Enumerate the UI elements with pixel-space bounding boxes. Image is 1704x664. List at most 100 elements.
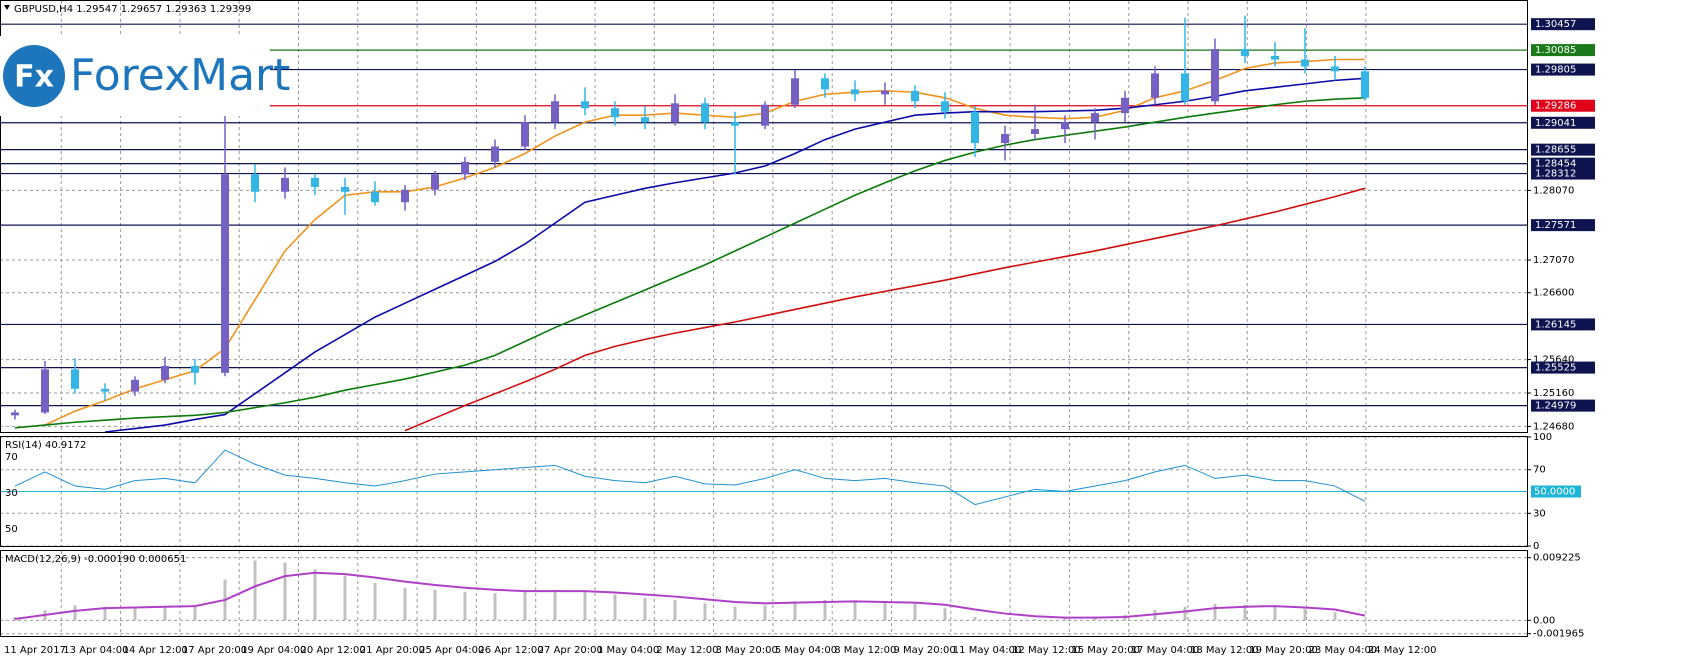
panel-frames [0, 0, 1528, 637]
level-label-box [1531, 485, 1581, 498]
time-label: 21 Apr 20:00 [360, 645, 425, 656]
left-label: 50 [5, 524, 18, 535]
candle-body [221, 174, 229, 373]
time-label: 19 May 20:00 [1249, 645, 1318, 656]
macd-bar [943, 608, 947, 621]
macd-bar [763, 605, 767, 621]
candle-body [671, 103, 679, 123]
candle-body [1271, 56, 1279, 60]
y-tick-label: 1.26600 [1533, 288, 1574, 299]
level-label: 1.29805 [1535, 65, 1576, 76]
logo-circle [3, 45, 65, 107]
time-label: 23 May 04:00 [1309, 645, 1378, 656]
candle-body [131, 379, 139, 392]
candle-body [761, 104, 769, 126]
y-tick-label: 1.25160 [1533, 388, 1574, 399]
candle-body [851, 89, 859, 95]
symbol-header: GBPUSD,H4 1.29547 1.29657 1.29363 1.2939… [14, 4, 251, 15]
candle-body [461, 161, 469, 175]
time-label: 13 Apr 04:00 [63, 645, 128, 656]
level-label: 1.29041 [1535, 118, 1576, 129]
candle-body [941, 101, 949, 112]
level-label: 1.28454 [1535, 159, 1576, 170]
macd-bar [523, 591, 527, 621]
main-frame [0, 0, 1528, 433]
time-label: 19 Apr 04:00 [241, 645, 306, 656]
candle-body [881, 90, 889, 95]
time-label: 9 May 20:00 [894, 645, 956, 656]
y-tick-label: 70 [1533, 465, 1546, 476]
level-label-box [1531, 44, 1595, 57]
candle-body [491, 146, 499, 162]
macd-bar [613, 594, 617, 621]
candle-body [341, 186, 349, 192]
candle-body [281, 177, 289, 192]
candle-body [731, 122, 739, 126]
candle-body [431, 174, 439, 190]
level-label: 1.26145 [1535, 319, 1576, 330]
candle-body [1241, 49, 1249, 57]
time-label: 24 May 12:00 [1368, 645, 1437, 656]
level-label: 50.0000 [1534, 487, 1575, 498]
level-label: 1.30085 [1535, 45, 1576, 56]
macd-bar [193, 605, 197, 621]
time-label: 8 May 12:00 [834, 645, 896, 656]
panel-title: RSI(14) 40.9172 [5, 440, 86, 451]
rsi-frame [0, 436, 1528, 547]
candle-body [581, 101, 589, 109]
macd-bar [793, 601, 797, 621]
macd-bar [1273, 606, 1277, 621]
macd-bar [103, 606, 107, 621]
macd-bar [733, 606, 737, 621]
candle-body [611, 108, 619, 118]
candle-body [641, 117, 649, 123]
time-label: 2 May 12:00 [656, 645, 718, 656]
time-label: 5 May 04:00 [775, 645, 837, 656]
time-label: 18 May 12:00 [1190, 645, 1259, 656]
candle-body [1361, 71, 1369, 98]
candle-body [11, 412, 19, 416]
level-label-box [1531, 167, 1595, 180]
menu-arrow[interactable] [4, 5, 10, 10]
time-label: 17 May 04:00 [1131, 645, 1200, 656]
macd-bar [1333, 612, 1337, 621]
macd-bar [583, 591, 587, 621]
candle-body [1151, 73, 1159, 98]
macd-bar [1153, 610, 1157, 621]
candle-body [191, 365, 199, 373]
level-label-box [1531, 99, 1595, 112]
candle-body [1061, 122, 1069, 130]
macd-bar [1063, 618, 1067, 621]
macd-bar [673, 599, 677, 621]
macd-bar [1363, 620, 1367, 622]
macd-bar [823, 599, 827, 621]
candle-body [911, 90, 919, 102]
time-label: 20 Apr 12:00 [301, 645, 366, 656]
candle-body [701, 103, 709, 123]
time-label: 11 May 04:00 [953, 645, 1022, 656]
y-tick-label: 1.24680 [1533, 421, 1574, 432]
macd-bar [73, 605, 77, 621]
candle-body [1121, 97, 1129, 114]
panel-title: MACD(12,26,9) -0.000190 0.000651 [5, 554, 186, 565]
candle-body [971, 111, 979, 144]
moving-average [404, 187, 1366, 432]
left-label: 30 [5, 488, 18, 499]
time-label: 3 May 20:00 [716, 645, 778, 656]
candle-body [1091, 113, 1099, 123]
macd-frame [0, 550, 1528, 637]
signal-line [14, 571, 1366, 620]
time-label: 1 May 04:00 [597, 645, 659, 656]
logo-text: ForexMart [70, 50, 290, 101]
macd-bar [1003, 619, 1007, 621]
level-label: 1.27571 [1535, 220, 1576, 231]
macd-bar [253, 560, 257, 621]
level-label: 1.28655 [1535, 145, 1576, 156]
moving-average [14, 96, 1366, 429]
candle-body [1001, 133, 1009, 144]
macd-bar [1243, 604, 1247, 621]
y-tick-label: 0.00 [1533, 615, 1555, 626]
candle-body [251, 174, 259, 192]
